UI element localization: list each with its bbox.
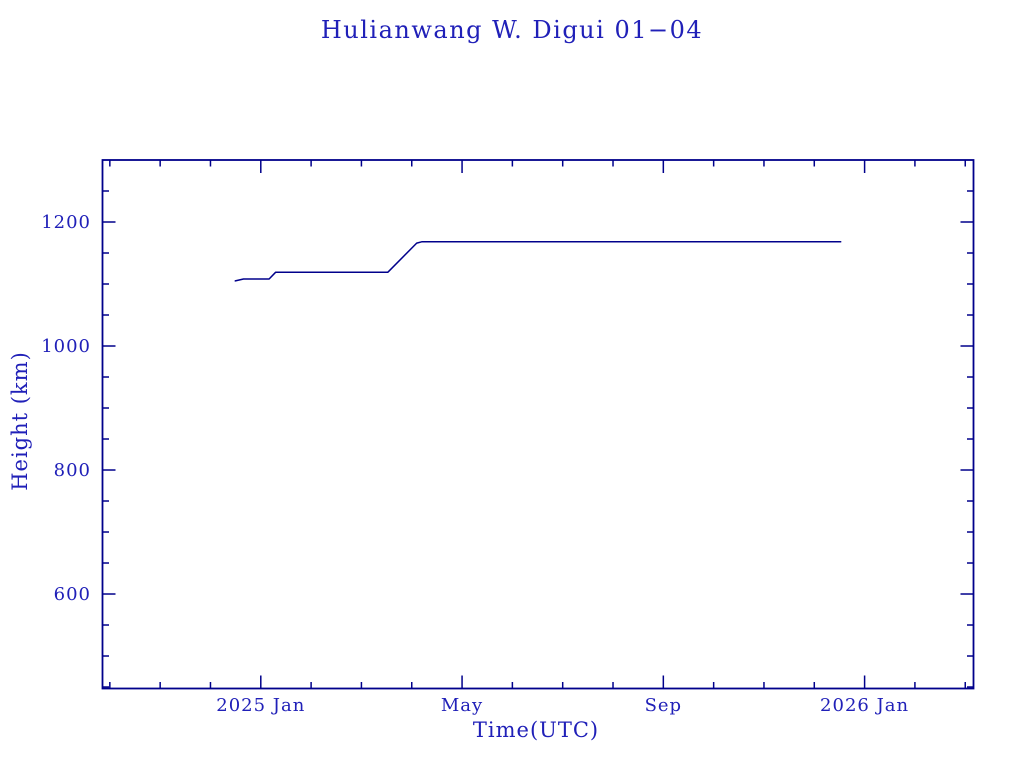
x-tick-label: May — [441, 695, 483, 716]
data-line — [234, 241, 842, 282]
y-tick-label: 1000 — [41, 336, 91, 357]
x-tick-label: Sep — [645, 695, 683, 716]
x-tick-label: 2026 Jan — [820, 695, 909, 716]
x-tick-label: 2025 Jan — [216, 695, 305, 716]
chart-title: Hulianwang W. Digui 01−04 — [320, 16, 704, 44]
x-axis-label: Time(UTC) — [472, 718, 600, 742]
y-tick-label: 800 — [54, 460, 91, 481]
y-tick-label: 600 — [54, 584, 91, 605]
y-tick-label: 1200 — [41, 212, 91, 233]
plot-border — [101, 159, 975, 690]
y-axis-label: Height (km) — [8, 351, 32, 491]
